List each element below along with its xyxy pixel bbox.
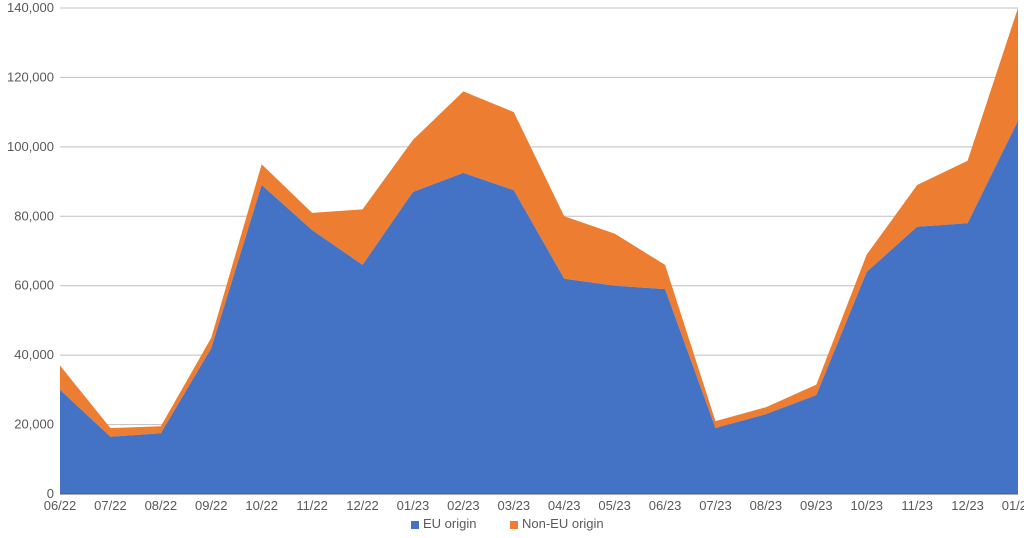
x-tick-label: 09/23 <box>800 498 833 513</box>
x-tick-label: 01/23 <box>397 498 430 513</box>
chart-svg: 020,00040,00060,00080,000100,000120,0001… <box>0 0 1024 538</box>
x-tick-label: 07/22 <box>94 498 127 513</box>
y-tick-label: 120,000 <box>7 69 54 84</box>
x-tick-label: 03/23 <box>498 498 531 513</box>
y-tick-label: 140,000 <box>7 0 54 15</box>
x-tick-label: 07/23 <box>699 498 732 513</box>
y-tick-label: 60,000 <box>14 278 54 293</box>
y-tick-label: 40,000 <box>14 347 54 362</box>
legend-marker <box>411 521 419 529</box>
legend-marker <box>510 521 518 529</box>
area-chart: 020,00040,00060,00080,000100,000120,0001… <box>0 0 1024 538</box>
x-tick-label: 08/23 <box>750 498 783 513</box>
legend-label: EU origin <box>423 516 476 531</box>
x-tick-label: 10/23 <box>850 498 883 513</box>
x-tick-label: 04/23 <box>548 498 581 513</box>
x-tick-label: 08/22 <box>145 498 178 513</box>
x-tick-label: 12/22 <box>346 498 379 513</box>
x-tick-label: 12/23 <box>951 498 984 513</box>
x-tick-label: 11/23 <box>901 498 933 513</box>
x-tick-label: 06/23 <box>649 498 682 513</box>
x-tick-label: 09/22 <box>195 498 228 513</box>
y-tick-label: 80,000 <box>14 208 54 223</box>
y-tick-label: 20,000 <box>14 417 54 432</box>
y-tick-label: 100,000 <box>7 139 54 154</box>
legend-label: Non-EU origin <box>522 516 604 531</box>
x-tick-label: 05/23 <box>598 498 631 513</box>
x-tick-label: 02/23 <box>447 498 480 513</box>
x-tick-label: 06/22 <box>44 498 77 513</box>
x-tick-label: 01/24 <box>1002 498 1024 513</box>
x-tick-label: 10/22 <box>245 498 278 513</box>
x-tick-label: 11/22 <box>296 498 328 513</box>
